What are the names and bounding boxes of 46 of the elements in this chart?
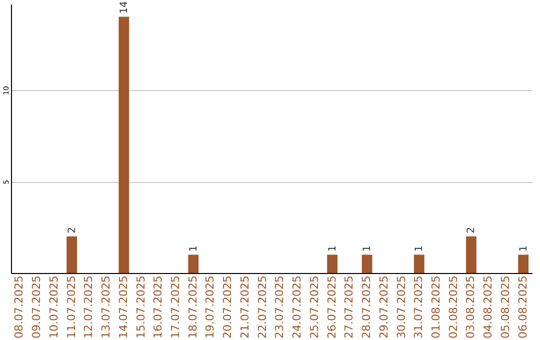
x-tick-label: 26.07.2025: [325, 276, 338, 338]
bar: [414, 254, 424, 273]
x-tick-label: 17.07.2025: [168, 276, 182, 338]
x-tick-label: 23.07.2025: [273, 276, 286, 338]
x-tick-label: 04.08.2025: [482, 276, 495, 338]
bar: [466, 236, 476, 273]
x-tick-label: 29.07.2025: [377, 276, 390, 338]
bar: [362, 254, 372, 273]
x-tick-label: 31.07.2025: [412, 276, 426, 338]
bar: [118, 16, 130, 273]
data-label: 14: [118, 1, 130, 14]
x-tick-label: 18.07.2025: [186, 276, 200, 338]
x-tick-label: 15.07.2025: [134, 276, 148, 338]
x-tick-label: 09.07.2025: [30, 276, 44, 338]
x-tick-label: 10.07.2025: [47, 276, 60, 338]
data-label: 2: [66, 227, 78, 234]
x-tick-label: 03.08.2025: [464, 276, 478, 338]
x-tick-label: 02.08.2025: [446, 276, 460, 338]
data-label: 1: [362, 245, 374, 252]
data-label: 1: [327, 245, 338, 252]
x-tick-label: 30.07.2025: [394, 276, 408, 338]
x-tick-label: 01.08.2025: [429, 276, 442, 338]
x-tick-label: 25.07.2025: [308, 276, 321, 338]
x-tick-label: 21.07.2025: [238, 276, 252, 338]
data-label: 1: [518, 245, 530, 252]
x-tick-label: 08.07.2025: [12, 276, 26, 338]
x-tick-label: 05.08.2025: [498, 276, 512, 338]
x-tick-label: 20.07.2025: [221, 276, 234, 338]
data-label: 1: [414, 245, 426, 252]
bar: [188, 254, 199, 273]
x-tick-label: 24.07.2025: [290, 276, 304, 338]
x-tick-label: 28.07.2025: [360, 276, 374, 338]
x-tick-label: 11.07.2025: [64, 276, 78, 338]
x-tick-label: 14.07.2025: [116, 276, 130, 338]
x-tick-label: 22.07.2025: [256, 276, 269, 338]
x-tick-label: 16.07.2025: [152, 276, 165, 338]
x-tick-label: 12.07.2025: [82, 276, 96, 338]
bar: [66, 236, 77, 273]
x-tick-label: 06.08.2025: [516, 276, 530, 338]
data-label: 2: [466, 227, 478, 234]
bar: [518, 254, 529, 273]
x-tick-label: 27.07.2025: [342, 276, 356, 338]
data-label: 1: [188, 245, 200, 252]
bar: [327, 254, 338, 273]
x-tick-label: 19.07.2025: [204, 276, 217, 338]
x-tick-label: 13.07.2025: [100, 276, 113, 338]
